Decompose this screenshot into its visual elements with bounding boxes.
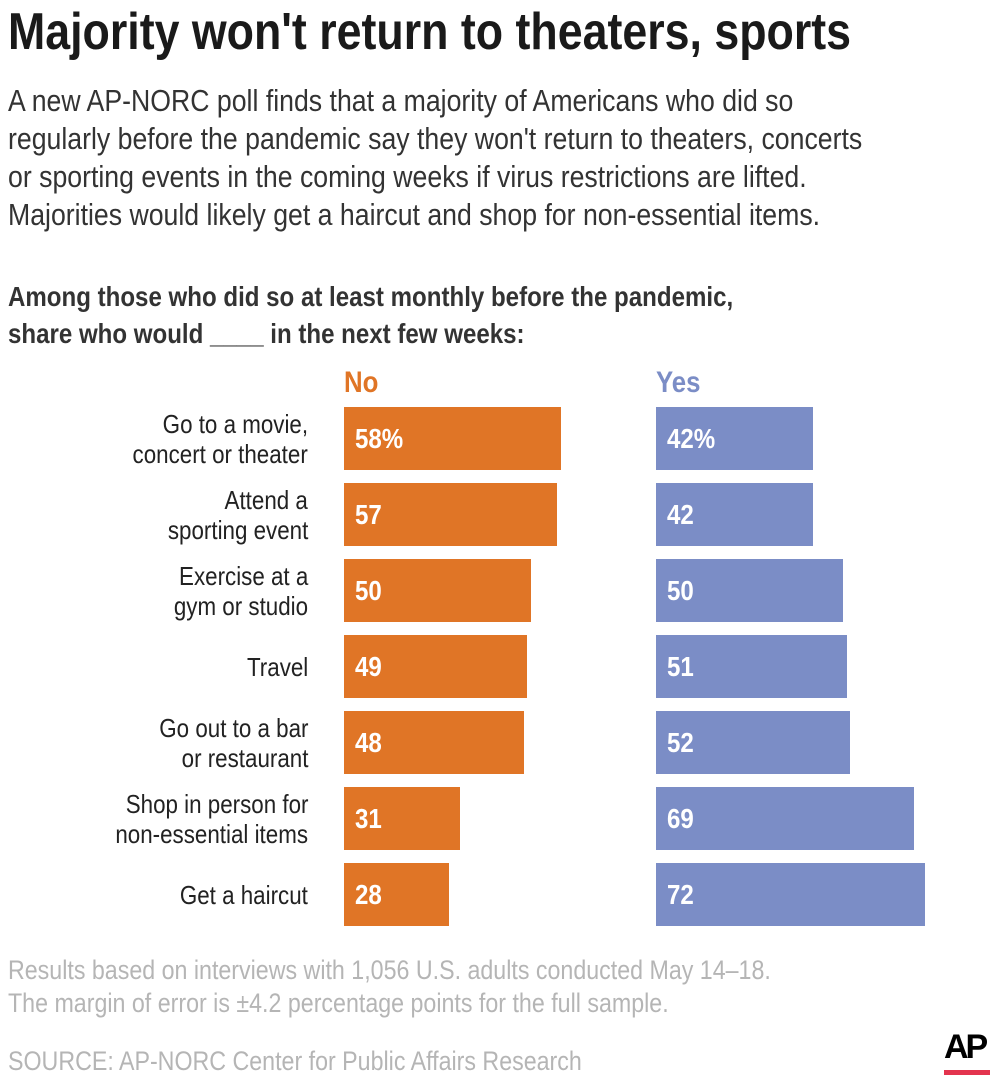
- footnote-line: Results based on interviews with 1,056 U…: [8, 955, 771, 985]
- data-label: 69: [667, 803, 694, 834]
- intro-line: regularly before the pandemic say they w…: [8, 121, 863, 156]
- bar-no: 31: [344, 787, 460, 850]
- bar-yes: 51: [656, 635, 847, 698]
- category-label: Go to a movie, concert or theater: [132, 408, 308, 469]
- bar-yes: 69: [656, 787, 915, 850]
- bar-no: 28: [344, 863, 449, 926]
- intro-line: A new AP-NORC poll finds that a majority…: [8, 83, 794, 118]
- category-label: Exercise at a gym or studio: [173, 560, 308, 621]
- chart-subtitle: Among those who did so at least monthly …: [8, 278, 851, 352]
- bar-yes: 42: [656, 483, 814, 546]
- bar-yes: 50: [656, 559, 843, 622]
- intro-text: A new AP-NORC poll finds that a majority…: [8, 82, 1000, 234]
- ap-logo-bar: [944, 1070, 990, 1075]
- category-label: Travel: [246, 651, 308, 682]
- data-label: 52: [667, 727, 694, 758]
- legend-yes: Yes: [656, 366, 701, 399]
- legend-no: No: [344, 366, 379, 399]
- ap-logo: AP: [944, 1030, 992, 1075]
- category-label: Go out to a bar or restaurant: [158, 712, 308, 773]
- bar-yes: 72: [656, 863, 926, 926]
- bar-no: 48: [344, 711, 524, 774]
- bar-no: 50: [344, 559, 531, 622]
- data-label: 48: [355, 727, 382, 758]
- footnote: Results based on interviews with 1,056 U…: [8, 954, 895, 1020]
- subtitle-line: share who would ____ in the next few wee…: [8, 318, 525, 349]
- bar-no: 58%: [344, 407, 561, 470]
- data-label: 57: [355, 499, 382, 530]
- subtitle-line: Among those who did so at least monthly …: [8, 281, 734, 312]
- category-label: Get a haircut: [179, 879, 308, 910]
- intro-line: or sporting events in the coming weeks i…: [8, 159, 807, 194]
- category-label: Shop in person for non-essential items: [115, 788, 308, 849]
- data-label: 58%: [355, 423, 404, 454]
- ap-logo-text: AP: [944, 1028, 988, 1066]
- data-label: 42: [667, 499, 694, 530]
- bar-yes: 52: [656, 711, 851, 774]
- footnote-line: The margin of error is ±4.2 percentage p…: [8, 988, 669, 1018]
- data-label: 31: [355, 803, 382, 834]
- data-label: 49: [355, 651, 382, 682]
- data-label: 50: [667, 575, 694, 606]
- bar-yes: 42%: [656, 407, 814, 470]
- title-text: Majority won't return to theaters, sport…: [8, 3, 852, 61]
- data-label: 72: [667, 879, 694, 910]
- data-label: 51: [667, 651, 694, 682]
- source-note: SOURCE: AP-NORC Center for Public Affair…: [8, 1046, 582, 1076]
- data-label: 42%: [667, 423, 716, 454]
- category-label: Attend a sporting event: [167, 484, 308, 545]
- bar-no: 57: [344, 483, 558, 546]
- data-label: 28: [355, 879, 382, 910]
- page-title: Majority won't return to theaters, sport…: [8, 2, 988, 62]
- data-label: 50: [355, 575, 382, 606]
- bar-no: 49: [344, 635, 528, 698]
- intro-line: Majorities would likely get a haircut an…: [8, 197, 821, 232]
